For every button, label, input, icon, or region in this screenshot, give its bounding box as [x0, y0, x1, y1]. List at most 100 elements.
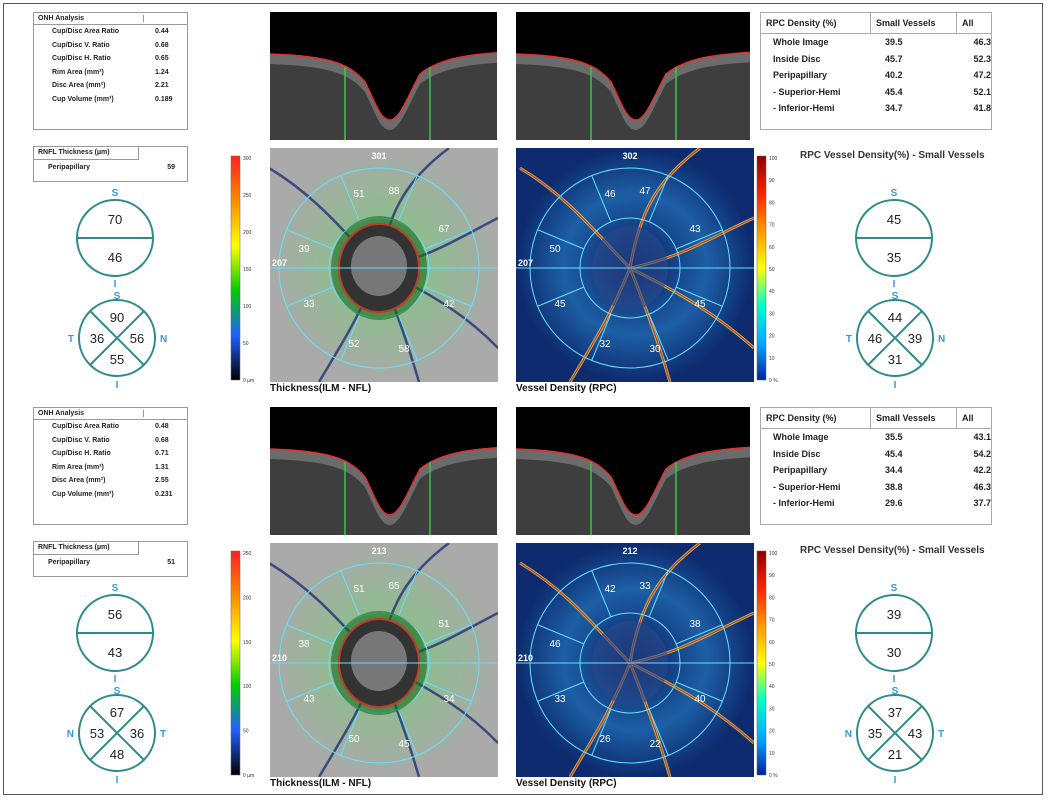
scale-tick-label: 200: [243, 230, 252, 236]
sector-divider: [425, 229, 472, 250]
rnfl-value: 51: [167, 559, 175, 566]
rnfl-hemi-diagram: S 56 43 I: [76, 583, 154, 685]
bscan-image: [270, 407, 497, 535]
vessel-density-map: 42 33 38 46 33 40 26 22 212 210: [516, 543, 754, 777]
rnfl-value: 59: [167, 164, 175, 171]
thickness-color-scale: 300 250 200 150 100 50 0 µm: [230, 155, 254, 384]
rpc-all: 46.3: [973, 37, 991, 48]
rpc-hemi-diagram: S 45 35 I: [855, 188, 933, 290]
rpc-vessel-density-title: RPC Vessel Density(%) - Small Vessels: [800, 545, 985, 556]
rpc-region: Inside Disc: [773, 53, 821, 64]
quadrant-divider: [89, 705, 145, 761]
scale-tick-label: 60: [769, 245, 775, 251]
rpc-row: Inside Disc 45.7 52.3: [761, 51, 991, 68]
rpc-region: - Superior-Hemi: [773, 86, 841, 97]
scale-tick-label: 0 %: [769, 773, 778, 779]
onh-label: Disc Area (mm²): [52, 82, 106, 90]
rnfl-row: Peripapillary 51: [34, 555, 187, 566]
sector-value: 26: [599, 734, 611, 745]
inferior-value: 30: [887, 645, 901, 660]
scale-tick-label: 80: [769, 595, 775, 601]
table-header-cell: RPC Density (%): [761, 408, 871, 428]
onh-value: 0.231: [155, 490, 173, 498]
onh-analysis-table: ONH Analysis Cup/Disc Area Ratio 0.48 Cup/…: [33, 407, 188, 525]
left-position-label: 210: [518, 653, 533, 663]
scale-tick-label: 20: [769, 729, 775, 735]
sector-value: 67: [438, 224, 450, 235]
quadrant-divider: [867, 705, 923, 761]
scale-tick-label: 90: [769, 573, 775, 579]
rpc-all: 42.2: [973, 465, 991, 476]
vessel-density-color-scale: 100 90 80 70 60 50 40 30 20 10 0 %: [756, 155, 778, 384]
onh-value: 0.65: [155, 55, 169, 63]
scale-tick-label: 50: [243, 341, 249, 347]
scale-tick-label: 100: [769, 551, 778, 557]
superior-label: S: [892, 686, 899, 697]
table-header-cell: ONH Analysis: [38, 15, 144, 22]
scale-tick-label: 50: [769, 267, 775, 273]
left-side-label: N: [67, 729, 74, 740]
sector-value: 46: [604, 189, 616, 200]
sector-divider: [425, 286, 472, 307]
rpc-small-vessels: 45.4: [885, 448, 903, 459]
onh-label: Cup Volume (mm³): [52, 95, 114, 103]
thickness-map-caption: Thickness(ILM - NFL): [270, 383, 372, 394]
rpc-quadrant-diagram: S 44 46 39 31 I T N: [846, 291, 945, 390]
scale-tick-label: 150: [243, 267, 252, 273]
onh-row: Cup/Disc H. Ratio 0.71: [34, 447, 187, 461]
rpc-region: Whole Image: [773, 37, 829, 48]
onh-row: Cup Volume (mm³) 0.189: [34, 93, 187, 107]
superior-label: S: [112, 188, 119, 199]
rpc-small-vessels: 45.7: [885, 53, 903, 64]
sector-value: 45: [554, 299, 566, 310]
scale-tick-label: 50: [243, 729, 249, 735]
right-side-label: N: [160, 334, 167, 345]
right-side-label: T: [938, 729, 944, 740]
scale-tick-label: 300: [243, 156, 252, 162]
onh-value: 0.71: [155, 450, 169, 458]
onh-label: Cup/Disc V. Ratio: [52, 41, 110, 49]
scale-tick-label: 250: [243, 551, 252, 557]
rpc-small-vessels: 34.7: [885, 103, 903, 114]
oct-bscan-left: [270, 12, 497, 140]
sector-divider: [676, 681, 723, 702]
scale-tick-label: 40: [769, 289, 775, 295]
sector-value: 40: [694, 694, 706, 705]
eye-report-panel: ONH Analysis Cup/Disc Area Ratio 0.44 Cup/…: [0, 0, 1048, 395]
scale-tick-label: 200: [243, 595, 252, 601]
thickness-color-scale: 250 200 150 100 50 0 µm: [230, 550, 254, 779]
color-scale-bar: [756, 550, 767, 776]
left-quadrant-value: 46: [868, 331, 882, 346]
onh-label: Disc Area (mm²): [52, 477, 106, 485]
rpc-row: Whole Image 35.5 43.1: [761, 429, 991, 446]
sector-value: 38: [298, 639, 310, 650]
sector-value: 22: [649, 739, 661, 750]
rpc-all: 54.2: [973, 448, 991, 459]
sector-divider: [397, 175, 418, 222]
onh-value: 1.31: [155, 463, 169, 471]
left-quadrant-value: 53: [90, 726, 104, 741]
optic-cup: [351, 236, 407, 296]
onh-value: 0.68: [155, 41, 169, 49]
sector-divider: [286, 681, 333, 702]
scale-tick-label: 0 µm: [243, 378, 254, 384]
sector-value: 51: [438, 619, 450, 630]
scale-tick-label: 100: [243, 304, 252, 310]
onh-row: Cup/Disc Area Ratio 0.48: [34, 420, 187, 434]
vessel-map-caption: Vessel Density (RPC): [516, 383, 617, 394]
onh-row: Disc Area (mm²) 2.21: [34, 79, 187, 93]
sector-value: 33: [639, 581, 651, 592]
superior-value: 45: [887, 212, 901, 227]
sector-value: 50: [348, 734, 360, 745]
sector-value: 51: [353, 189, 365, 200]
left-side-label: N: [845, 729, 852, 740]
onh-label: Cup/Disc V. Ratio: [52, 436, 110, 444]
rpc-region: - Superior-Hemi: [773, 481, 841, 492]
superior-value: 56: [108, 607, 122, 622]
vessel-density-color-scale: 100 90 80 70 60 50 40 30 20 10 0 %: [756, 550, 778, 779]
sector-divider: [397, 709, 418, 756]
rpc-small-vessels: 29.6: [885, 498, 903, 509]
sector-divider: [648, 709, 669, 756]
rpc-small-vessels: 34.4: [885, 465, 903, 476]
scale-tick-label: 250: [243, 193, 252, 199]
